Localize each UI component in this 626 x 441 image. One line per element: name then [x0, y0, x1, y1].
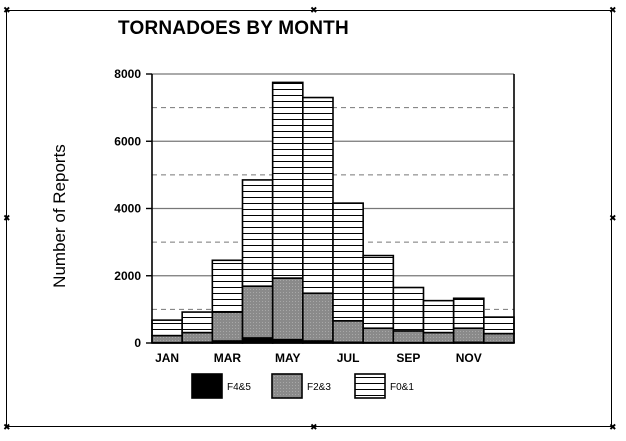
chart-title: TORNADOES BY MONTH: [118, 18, 349, 39]
chart-frame: [6, 10, 612, 427]
x-tick-label: MAY: [275, 351, 301, 365]
y-tick-label: 6000: [114, 134, 141, 148]
resize-handle-top-center[interactable]: ✖: [310, 5, 318, 15]
x-tick-label: NOV: [456, 351, 482, 365]
bar-oct-f23: [422, 331, 455, 344]
legend-swatch-f01: [354, 373, 386, 399]
legend-label: F2&3: [307, 382, 331, 393]
y-tick-label: 8000: [114, 67, 141, 81]
bar-dec-f01: [483, 316, 515, 335]
bar-may-f23: [271, 277, 304, 341]
bar-dec-f23: [483, 332, 515, 344]
resize-handle-bottom-left[interactable]: ✖: [3, 422, 11, 432]
bar-feb-f01: [181, 311, 214, 334]
bar-mar-f23: [211, 311, 244, 342]
bar-sep-f23: [392, 330, 425, 344]
bar-nov-f01: [452, 297, 485, 330]
bar-nov-f23: [452, 327, 485, 344]
bar-aug-f23: [362, 327, 395, 344]
bar-jun-f01: [302, 96, 334, 295]
bar-jan-f23: [151, 334, 183, 344]
axes: [146, 73, 515, 344]
bar-apr-f01: [241, 179, 274, 287]
x-tick-label: JUL: [337, 351, 360, 365]
resize-handle-bottom-right[interactable]: ✖: [609, 422, 617, 432]
bar-mar-f01: [211, 259, 244, 313]
resize-handle-top-right[interactable]: ✖: [609, 5, 617, 15]
y-tick-labels: 0 2000 4000 6000 8000: [114, 67, 141, 350]
bar-aug-f01: [362, 254, 395, 330]
y-tick-label: 4000: [114, 202, 141, 216]
bar-oct-f01: [422, 299, 455, 334]
x-tick-label: SEP: [396, 351, 420, 365]
bars: [151, 81, 515, 344]
legend-swatch-f45: [191, 373, 223, 399]
resize-handle-bottom-center[interactable]: ✖: [310, 422, 318, 432]
x-tick-label: MAR: [214, 351, 242, 365]
y-tick-label: 0: [134, 336, 141, 350]
x-tick-labels: JAN MAR MAY JUL SEP NOV: [155, 351, 482, 365]
legend-swatch-f23: [271, 373, 303, 399]
bar-may-f01: [271, 81, 304, 279]
resize-handle-middle-right[interactable]: ✖: [609, 213, 617, 223]
bar-feb-f23: [181, 331, 214, 344]
resize-handle-top-left[interactable]: ✖: [3, 5, 11, 15]
bar-jun-f23: [302, 292, 334, 342]
legend-label: F4&5: [227, 382, 251, 393]
legend: F4&5 F2&3 F0&1: [191, 373, 414, 399]
bar-jan-f01: [151, 319, 183, 337]
bar-apr-f23: [241, 285, 274, 339]
bar-jul-f01: [332, 202, 364, 322]
y-tick-label: 2000: [114, 269, 141, 283]
bar-sep-f01: [392, 286, 425, 332]
legend-label: F0&1: [390, 382, 414, 393]
bar-jul-f23: [332, 320, 364, 344]
x-tick-label: JAN: [155, 351, 179, 365]
resize-handle-middle-left[interactable]: ✖: [3, 213, 11, 223]
